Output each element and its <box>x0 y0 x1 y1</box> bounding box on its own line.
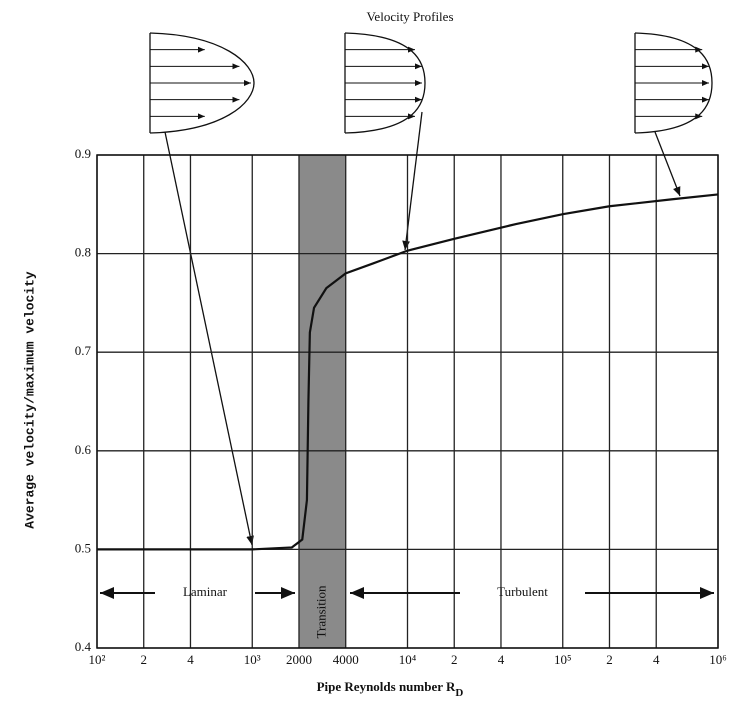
y-tick-label: 0.4 <box>75 639 92 654</box>
y-tick-label: 0.9 <box>75 146 91 161</box>
transition-band <box>299 155 346 648</box>
y-tick-label: 0.6 <box>75 442 92 457</box>
x-label-subscript: D <box>455 687 463 699</box>
x-tick-label: 4000 <box>333 652 359 667</box>
x-tick-label: 10⁵ <box>554 652 572 667</box>
chart: Velocity Profiles Transition 10² 2 4 10³ 2000… <box>0 0 729 708</box>
x-tick-label: 10⁴ <box>399 652 417 667</box>
pointer-arrow <box>655 132 680 196</box>
x-axis-label: Pipe Reynolds number RD <box>317 679 464 699</box>
x-tick-label: 2000 <box>286 652 312 667</box>
x-tick-label: 4 <box>187 652 194 667</box>
band-label: Transition <box>313 585 328 638</box>
x-tick-label: 10² <box>89 652 106 667</box>
x-tick-label: 10⁶ <box>709 652 727 667</box>
x-tick-label: 2 <box>451 652 458 667</box>
y-tick-label: 0.8 <box>75 245 91 260</box>
chart-title: Velocity Profiles <box>366 9 453 24</box>
x-tick-label: 2 <box>606 652 613 667</box>
y-tick-label: 0.5 <box>75 540 91 555</box>
x-tick-label: 10³ <box>244 652 261 667</box>
x-tick-label: 2 <box>140 652 147 667</box>
region-label: Turbulent <box>497 584 548 599</box>
plot-area: Transition 10² 2 4 10³ 2000 4000 10⁴ 2 4 10⁵ 2 4 10⁶ 0… <box>75 146 727 667</box>
y-axis-label: Average velocity/maximum velocity <box>22 271 37 529</box>
velocity-profiles <box>150 33 712 545</box>
y-tick-label: 0.7 <box>75 343 92 358</box>
pointer-arrow <box>165 132 252 545</box>
region-label: Laminar <box>183 584 228 599</box>
x-tick-label: 4 <box>498 652 505 667</box>
x-tick-label: 4 <box>653 652 660 667</box>
x-label-main: Pipe Reynolds number R <box>317 679 456 694</box>
